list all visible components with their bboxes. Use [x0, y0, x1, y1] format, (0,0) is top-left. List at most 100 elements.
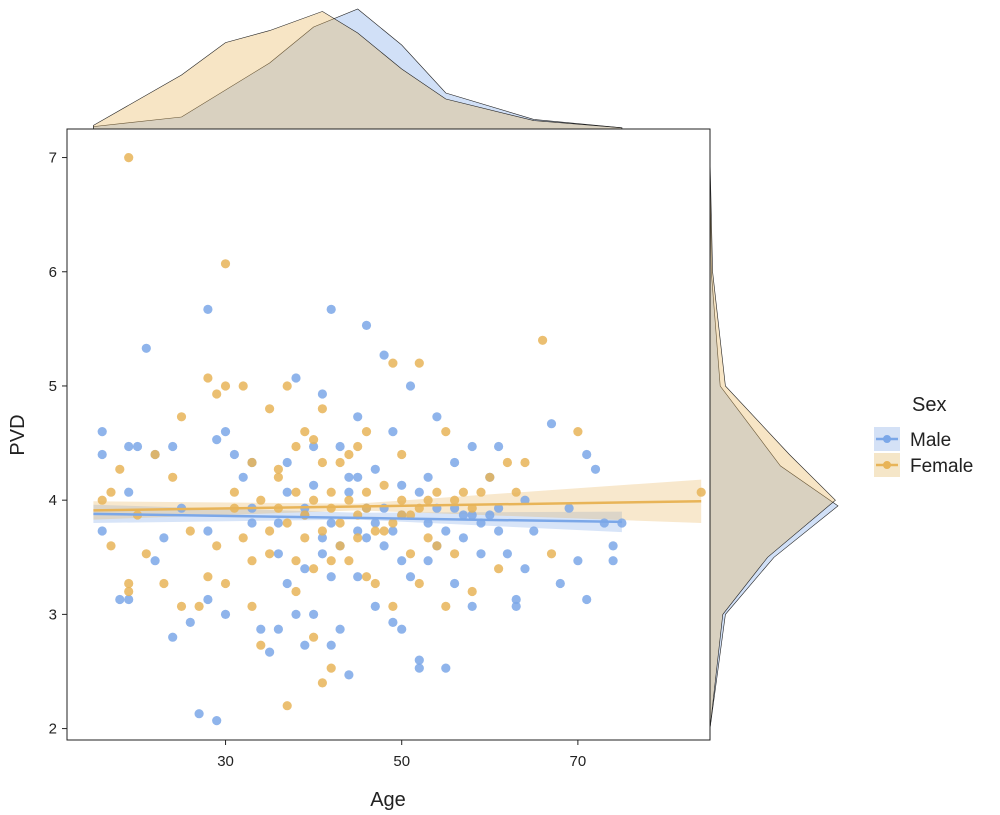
point-male — [441, 663, 451, 673]
point-male — [388, 526, 398, 536]
point-female — [220, 381, 231, 391]
point-female — [361, 427, 372, 437]
point-male — [212, 435, 222, 445]
point-female — [247, 556, 257, 566]
point-female — [441, 601, 451, 612]
point-male — [432, 412, 442, 422]
point-female — [115, 464, 125, 474]
point-male — [317, 549, 327, 559]
point-male — [97, 526, 107, 536]
legend-label-female: Female — [910, 456, 973, 477]
point-male — [220, 427, 231, 437]
point-female — [220, 259, 231, 269]
point-male — [344, 670, 354, 680]
point-male — [414, 663, 424, 673]
point-male — [353, 526, 363, 536]
point-female — [265, 549, 275, 559]
point-female — [309, 632, 319, 642]
point-female — [414, 358, 424, 368]
point-male — [582, 594, 592, 605]
point-female — [282, 518, 292, 528]
point-male — [150, 556, 160, 566]
point-female — [273, 472, 283, 482]
point-female — [317, 457, 327, 468]
point-female — [335, 457, 345, 468]
point-female — [300, 533, 310, 543]
point-female — [106, 487, 116, 497]
point-female — [494, 564, 504, 574]
point-male — [194, 709, 204, 719]
point-female — [124, 586, 134, 597]
point-male — [326, 518, 336, 528]
point-male — [546, 419, 557, 429]
point-female — [326, 503, 336, 513]
point-female — [326, 487, 336, 497]
y-axis-ticks: 2 3 4 5 6 7 — [49, 150, 67, 738]
legend: Sex Male Female — [874, 394, 973, 477]
point-male — [361, 320, 372, 330]
x-tick-label: 50 — [393, 753, 410, 770]
point-male — [590, 464, 601, 474]
regression-line-female — [93, 500, 702, 512]
point-female — [309, 564, 319, 574]
point-male — [494, 441, 504, 452]
point-male — [467, 510, 477, 520]
regression-lines — [93, 500, 702, 524]
point-female — [141, 549, 151, 559]
point-female — [124, 153, 134, 163]
y-tick-label: 2 — [49, 721, 57, 738]
point-male — [353, 472, 363, 482]
point-male — [423, 556, 433, 566]
point-male — [124, 594, 134, 605]
point-female — [370, 526, 380, 536]
point-male — [511, 601, 521, 612]
point-female — [573, 427, 583, 437]
point-male — [370, 601, 380, 612]
point-female — [282, 381, 292, 391]
point-male — [203, 526, 213, 536]
plot-panel-border — [66, 128, 711, 741]
y-tick-label: 7 — [49, 150, 57, 167]
point-male — [282, 457, 292, 468]
point-male — [450, 578, 460, 589]
point-female — [432, 487, 442, 497]
point-female — [450, 549, 460, 559]
point-male — [168, 441, 178, 452]
point-male — [467, 601, 477, 612]
point-female — [361, 503, 372, 513]
legend-marker-male — [883, 435, 891, 443]
point-male — [220, 609, 231, 620]
point-female — [414, 578, 424, 589]
point-male — [291, 373, 301, 383]
point-male — [309, 609, 319, 620]
regression-line-male — [93, 512, 622, 524]
point-male — [326, 640, 336, 650]
point-male — [405, 572, 416, 582]
point-male — [361, 533, 372, 543]
point-female — [502, 457, 512, 468]
point-male — [326, 304, 336, 314]
point-female — [185, 526, 195, 536]
point-female — [229, 487, 239, 497]
x-axis-ticks: 30 50 70 — [217, 740, 586, 770]
point-male — [124, 441, 134, 452]
point-female — [397, 495, 407, 505]
point-male — [265, 647, 275, 657]
point-male — [467, 441, 477, 452]
point-male — [423, 518, 433, 528]
point-male — [115, 594, 125, 605]
top-marginal-density — [93, 8, 623, 130]
point-female — [159, 578, 169, 589]
point-male — [309, 441, 319, 452]
point-female — [344, 495, 354, 505]
point-female — [520, 457, 530, 468]
point-female — [388, 518, 398, 528]
point-male — [388, 617, 398, 628]
point-female — [309, 435, 319, 445]
point-female — [326, 663, 336, 673]
y-tick-label: 3 — [49, 606, 57, 623]
point-female — [388, 358, 398, 368]
point-male — [168, 632, 178, 642]
point-male — [414, 487, 424, 497]
